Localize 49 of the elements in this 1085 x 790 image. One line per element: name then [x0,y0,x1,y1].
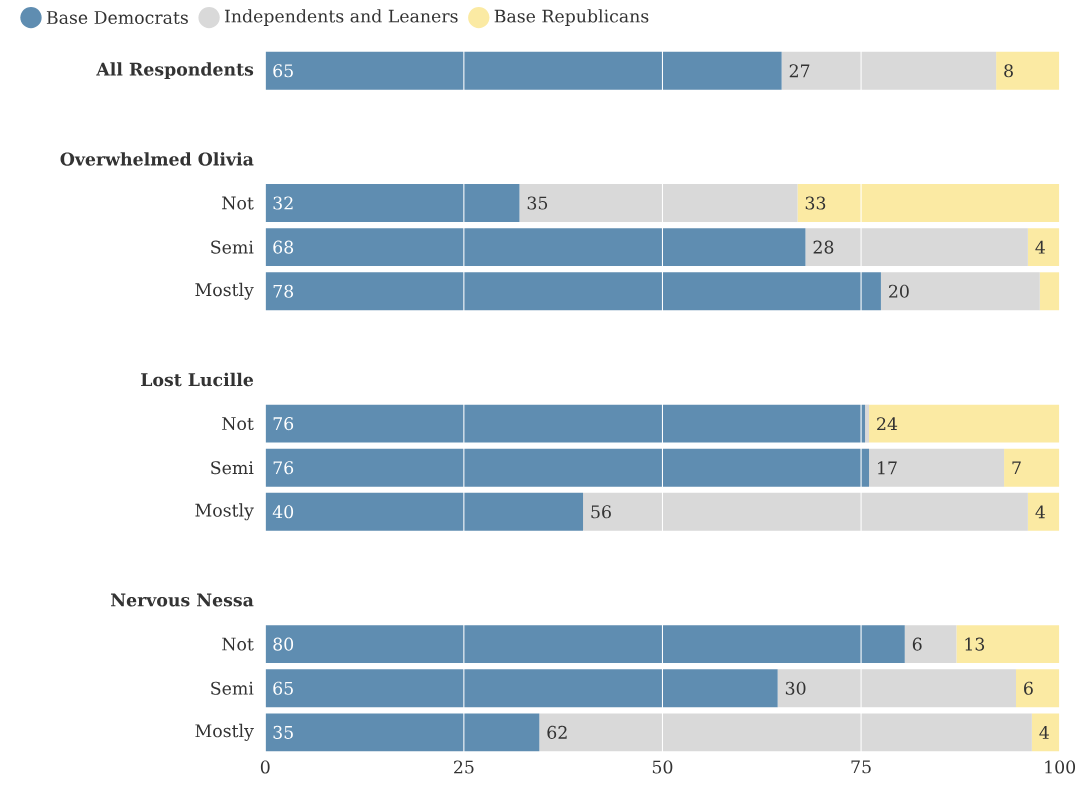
x-tick-label: 0 [260,760,270,774]
x-tick-label: 100 [1045,760,1076,774]
y-tick-label: Mostly [195,282,254,300]
legend-label: Base Republicans [494,8,649,26]
data-label: 4 [1039,725,1049,739]
y-tick-label: Semi [211,240,254,254]
y-tick-label: Not [222,416,254,430]
y-tick-label: Semi [211,681,254,695]
data-label: 20 [889,284,909,298]
data-label: 24 [877,416,898,430]
data-label: 4 [1035,240,1045,254]
y-tick-label: Not [222,196,254,210]
data-label: 30 [785,681,806,695]
data-label: 65 [273,63,293,78]
data-label: 4 [1035,505,1045,519]
data-label: 17 [878,461,897,474]
data-label: 76 [273,460,294,475]
data-label: 40 [272,505,294,519]
x-tick-label: 50 [652,760,673,774]
y-tick-label: Overwhelmed Olivia [60,152,254,166]
data-label: 35 [273,725,293,739]
data-label: 27 [789,64,810,77]
data-label: 62 [547,725,567,739]
data-label: 65 [273,681,293,695]
y-tick-label: Mostly [195,723,254,741]
data-label: 13 [965,637,985,651]
data-label: 56 [591,505,611,519]
y-tick-label: Not [222,637,254,651]
data-label: 8 [1004,63,1013,78]
data-label: 32 [273,196,293,210]
y-tick-label: Semi [211,460,254,475]
y-tick-label: Lost Lucille [141,372,254,386]
data-label: 7 [1012,461,1021,474]
data-label: 78 [273,284,294,298]
data-label: 28 [813,240,834,254]
data-label: 6 [912,637,922,651]
y-tick-label: All Respondents [96,62,254,79]
data-label: 76 [273,416,294,430]
data-label: 80 [273,637,294,651]
data-label: 35 [527,196,548,210]
x-tick-label: 25 [454,760,474,774]
y-tick-label: Mostly [195,503,254,521]
data-label: 6 [1024,681,1033,695]
data-label: 68 [273,240,294,254]
data-label: 33 [805,196,826,210]
x-tick-label: 75 [851,760,871,774]
legend-label: Independents and Leaners [224,8,458,26]
legend-label: Base Democrats [46,10,188,24]
y-tick-label: Nervous Nessa [111,593,254,607]
